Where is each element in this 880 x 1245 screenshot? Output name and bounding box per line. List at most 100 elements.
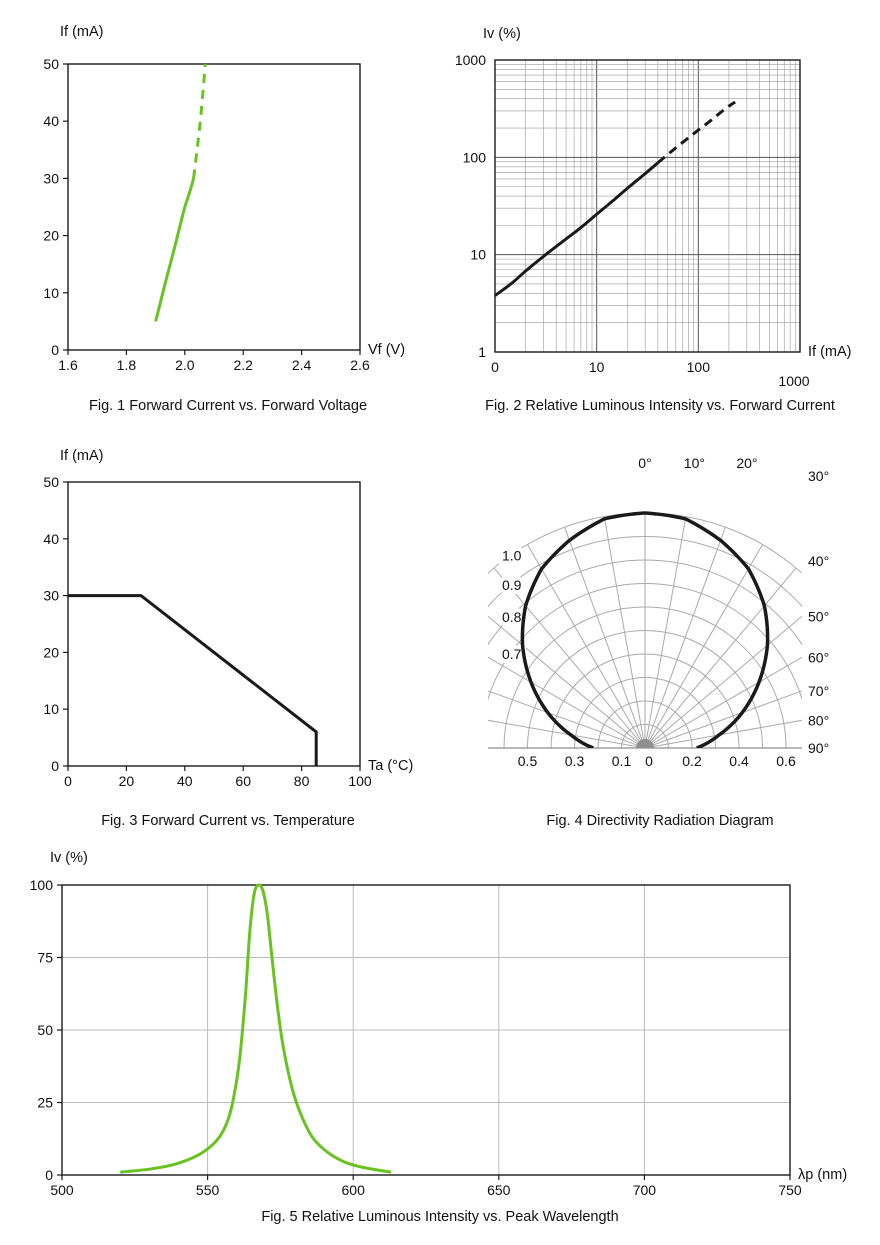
fig5-series-spectral-distribution: [120, 883, 392, 1174]
fig4-baseline-label: 0: [645, 753, 653, 769]
fig1-ytick-label: 0: [51, 342, 59, 358]
fig5-xtick-label: 600: [342, 1182, 366, 1198]
fig3-ytick-label: 20: [43, 644, 59, 660]
fig1-xtick-label: 2.0: [175, 357, 195, 373]
fig5-y-axis-label: Iv (%): [50, 850, 88, 866]
fig4-angle-label: 70°: [808, 683, 829, 699]
fig4-angle-label: 0°: [638, 455, 651, 471]
fig4-angle-label: 80°: [808, 712, 829, 728]
fig2-gridlines: [494, 59, 801, 353]
fig4-baseline-label: 0.2: [682, 753, 702, 769]
fig1-ytick-label: 10: [43, 285, 59, 301]
fig5-xtick-label: 500: [50, 1182, 74, 1198]
fig5-ytick-label: 25: [37, 1095, 53, 1111]
fig3-xtick-label: 100: [348, 773, 372, 789]
fig1-ytick-label: 50: [43, 56, 59, 72]
fig3-caption: Fig. 3 Forward Current vs. Temperature: [101, 813, 355, 829]
fig4-baseline-label: 0.4: [729, 753, 749, 769]
fig5-caption: Fig. 5 Relative Luminous Intensity vs. P…: [261, 1209, 619, 1225]
fig4-ring-label: 0.7: [502, 646, 522, 662]
fig4-angle-label: 90°: [808, 740, 829, 756]
fig4-angle-label: 60°: [808, 649, 829, 665]
fig3-xtick-label: 20: [119, 773, 135, 789]
fig1-plot-frame: [67, 63, 361, 351]
fig2-xtick-label: 0: [491, 359, 499, 375]
fig4-baseline-label: 0.3: [565, 753, 585, 769]
fig4-center-marker: [636, 739, 654, 748]
fig2-ytick-label: 10: [470, 247, 486, 263]
fig3-ytick-label: 40: [43, 531, 59, 547]
fig1-xtick-label: 2.2: [233, 357, 253, 373]
fig2-ytick-label: 1: [478, 344, 486, 360]
fig1-y-axis-label: If (mA): [60, 24, 104, 40]
fig1-ytick-label: 30: [43, 170, 59, 186]
fig4-angle-label: 30°: [808, 468, 829, 484]
fig1-series-forward-current-solid: [154, 178, 196, 322]
fig1-series-forward-current-dashed-extrapolated: [192, 63, 207, 179]
fig5-x-axis-label: λp (nm): [798, 1167, 847, 1183]
fig1-ytick-label: 20: [43, 228, 59, 244]
fig1-ytick-label: 40: [43, 113, 59, 129]
fig3-xtick-label: 40: [177, 773, 193, 789]
fig3-xtick-label: 80: [294, 773, 310, 789]
fig4-ring-label: 1.0: [502, 548, 522, 564]
fig4-angle-label: 10°: [684, 455, 705, 471]
fig2-xtick-label: 100: [687, 359, 711, 375]
fig2-ytick-label: 1000: [455, 52, 486, 68]
fig2-relative-luminous-intensity-vs-forward-current-chart: 0 10 100 1000 1 10 100 1000 Iv (%) If (mA): [455, 26, 852, 389]
figure-3-container: 0 20 40 60 80 100 0 10 20 30 40 50 If (mA) Ta (°C) Fi…: [8, 448, 448, 829]
fig5-gridlines: [62, 884, 791, 1175]
fig5-ytick-label: 0: [45, 1167, 53, 1183]
fig5-xtick-label: 750: [778, 1182, 802, 1198]
fig1-x-axis-label: Vf (V): [368, 342, 405, 358]
fig2-series-luminous-intensity-solid: [494, 161, 659, 297]
fig2-caption: Fig. 2 Relative Luminous Intensity vs. F…: [485, 398, 835, 414]
fig5-ytick-label: 50: [37, 1022, 53, 1038]
figure-5-container: 500 550 600 650 700 750 0 25 50 75 100 Iv (%) λp (nm…: [0, 842, 880, 1225]
fig1-xtick-label: 1.6: [58, 357, 78, 373]
figure-4-container: 0° 10° 20° 30° 40° 50° 60° 70° 80° 90° 1.0 0.9 0.8 0.…: [440, 448, 880, 829]
fig2-ytick-label: 100: [463, 149, 487, 165]
fig3-ytick-label: 50: [43, 474, 59, 490]
fig2-y-axis-label: Iv (%): [483, 26, 521, 42]
fig5-ytick-label: 75: [37, 950, 53, 966]
fig4-caption: Fig. 4 Directivity Radiation Diagram: [546, 813, 774, 829]
figure-1-container: 1.6 1.8 2.0 2.2 2.4 2.6 0 10 20 30 40 50 If (mA) Vf (…: [8, 6, 448, 414]
fig2-xtick-label: 10: [589, 359, 605, 375]
fig2-x-axis-label: If (mA): [808, 344, 852, 360]
fig4-ring-label: 0.9: [502, 577, 522, 593]
fig5-xtick-label: 700: [633, 1182, 657, 1198]
fig4-baseline-label: 0.1: [612, 753, 632, 769]
fig3-ytick-label: 10: [43, 701, 59, 717]
fig3-x-axis-label: Ta (°C): [368, 758, 413, 774]
fig3-series-derating-curve: [68, 594, 318, 766]
fig3-xtick-label: 60: [235, 773, 251, 789]
fig5-xtick-label: 550: [196, 1182, 220, 1198]
fig1-xtick-label: 1.8: [117, 357, 137, 373]
fig4-baseline-label: 0.6: [776, 753, 796, 769]
fig2-plot-frame: [494, 59, 801, 353]
fig5-ytick-label: 100: [30, 877, 54, 893]
fig4-series-radiation-pattern: [520, 511, 770, 748]
fig4-directivity-radiation-diagram-chart: 0° 10° 20° 30° 40° 50° 60° 70° 80° 90° 1.0 0.9 0.8 0.…: [488, 455, 829, 769]
fig3-y-axis-label: If (mA): [60, 448, 104, 464]
fig2-xtick-label: 1000: [778, 373, 809, 389]
fig4-angle-label: 50°: [808, 608, 829, 624]
fig4-ring-label: 0.8: [502, 609, 522, 625]
fig5-relative-luminous-intensity-vs-peak-wavelength-chart: 500 550 600 650 700 750 0 25 50 75 100 Iv (%) λp (nm…: [30, 850, 848, 1198]
fig5-xtick-label: 650: [487, 1182, 511, 1198]
fig4-angle-label: 40°: [808, 553, 829, 569]
fig4-baseline-label: 0.5: [518, 753, 538, 769]
fig1-caption: Fig. 1 Forward Current vs. Forward Volta…: [88, 398, 368, 414]
figure-2-container: 0 10 100 1000 1 10 100 1000 Iv (%) If (mA) Fig. 2…: [440, 6, 880, 414]
fig3-ytick-label: 0: [51, 758, 59, 774]
fig2-series-luminous-intensity-dashed-extrapolated: [656, 100, 736, 164]
fig3-plot-frame: [67, 481, 361, 767]
fig4-angle-label: 20°: [736, 455, 757, 471]
fig1-xtick-label: 2.6: [350, 357, 370, 373]
fig3-xtick-label: 0: [64, 773, 72, 789]
fig1-xtick-label: 2.4: [292, 357, 312, 373]
